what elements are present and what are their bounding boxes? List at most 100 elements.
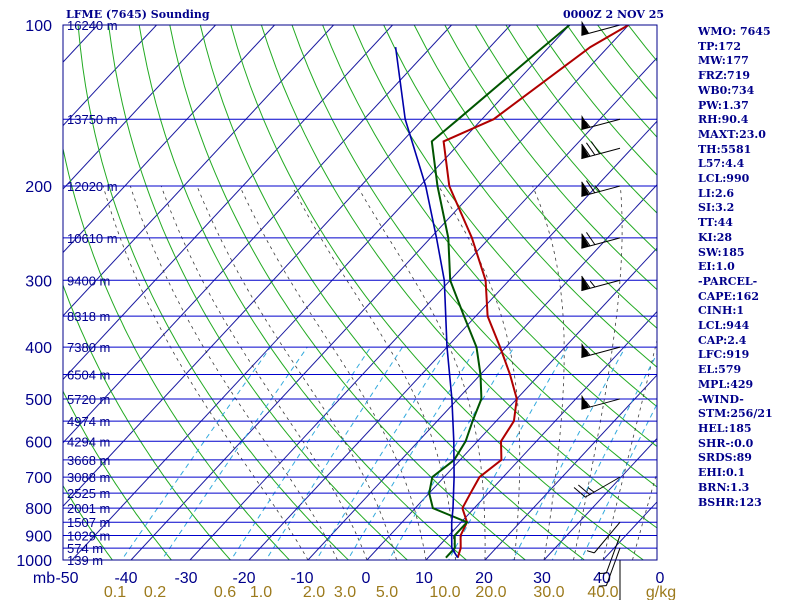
index-line: SRDS:89 — [698, 451, 752, 465]
temperature-tick-label: 10 — [415, 570, 433, 587]
temperature-tick-label: 30 — [533, 570, 551, 587]
dry-adiabat-line — [63, 390, 173, 560]
isotherm-line — [63, 25, 334, 317]
mixing-ratio-line — [265, 346, 403, 560]
mixing-ratio-label: 3.0 — [334, 584, 356, 600]
wind-barb-half — [598, 585, 607, 587]
dry-adiabat-line — [230, 25, 645, 560]
temperature-tick-label: -10 — [290, 570, 313, 587]
wind-barb-staff — [593, 521, 621, 554]
dry-adiabat-line — [0, 25, 1, 571]
wind-barb-tick — [581, 181, 591, 195]
height-label: 8318 m — [67, 309, 110, 324]
wind-barb-half — [584, 348, 591, 356]
pressure-tick-label: 300 — [25, 273, 52, 290]
height-label: 9400 m — [67, 273, 110, 288]
isotherm-line — [248, 120, 657, 560]
wind-barb-half — [584, 120, 591, 128]
wind-barb-flag — [581, 342, 590, 358]
moist-adiabat-line — [573, 186, 623, 560]
dry-adiabat-line — [322, 25, 657, 448]
index-line: EL:579 — [698, 363, 742, 377]
wind-barb-tick — [578, 484, 591, 496]
index-line: -PARCEL- — [698, 274, 758, 288]
index-line: TP:172 — [698, 39, 742, 53]
mixing-ratio-label: 2.0 — [303, 584, 325, 600]
wind-barb-tick — [586, 180, 596, 194]
mixing-ratio-line — [448, 346, 569, 560]
mixing-ratio-label: 40.0 — [587, 584, 618, 600]
index-line: CAP:2.4 — [698, 333, 747, 347]
dry-adiabat-line — [260, 25, 657, 529]
index-line: MW:177 — [698, 54, 749, 68]
height-label: 5720 m — [67, 392, 110, 407]
index-line: MAXT:23.0 — [698, 127, 766, 141]
wind-barb-flag — [581, 233, 590, 249]
mixing-ratio-line — [551, 352, 657, 560]
wind-barb-flag — [581, 276, 590, 291]
wind-barb — [581, 275, 621, 292]
dry-adiabat-line — [383, 25, 657, 368]
wind-barb-tick — [581, 275, 591, 289]
mixing-ratio-line — [315, 346, 449, 560]
wind-barb-staff — [581, 24, 621, 36]
temperature-tick-label: -30 — [174, 570, 197, 587]
wind-barb-staff — [581, 185, 621, 197]
index-line: LCL:990 — [698, 172, 750, 186]
temperature-tick-label: mb — [33, 570, 55, 587]
height-label: 1507 m — [67, 515, 110, 530]
index-line: FRZ:719 — [698, 69, 751, 83]
dry-adiabat-line — [199, 25, 586, 560]
dry-adiabat-line — [352, 25, 657, 408]
index-line: BRN:1.3 — [698, 480, 750, 494]
dry-adiabat-line — [138, 25, 468, 560]
index-line: STM:256/21 — [698, 407, 773, 421]
mixing-ratio-label: g/kg — [646, 584, 676, 600]
pressure-tick-label: 900 — [25, 529, 52, 546]
wind-barb — [581, 342, 621, 358]
index-line: BSHR:123 — [698, 495, 762, 509]
dry-adiabat-line — [169, 25, 527, 560]
isotherm-line — [63, 25, 275, 254]
mixing-ratio-label: 20.0 — [475, 584, 506, 600]
pressure-tick-label: 700 — [25, 470, 52, 487]
height-label: 574 m — [67, 541, 103, 556]
temperature-tick-label: 0 — [362, 570, 371, 587]
wind-barb — [581, 141, 621, 160]
index-line: KI:28 — [698, 230, 733, 244]
dry-adiabat-line — [291, 25, 657, 488]
wind-barb-staff — [585, 476, 621, 498]
moist-adiabat-line — [239, 185, 427, 560]
isotherm-line — [63, 25, 216, 190]
mixing-ratio-label: 30.0 — [533, 584, 564, 600]
moist-adiabat-line — [102, 185, 309, 560]
isotherm-line — [307, 183, 657, 560]
index-line: LCL:944 — [698, 319, 750, 333]
mixing-ratio-line — [161, 346, 308, 560]
wind-barb — [573, 476, 621, 498]
isotherm-line — [63, 25, 511, 507]
moist-adiabat-line — [196, 185, 397, 560]
dry-adiabat-line — [444, 25, 657, 291]
wind-barb — [581, 20, 621, 36]
wind-barb — [581, 180, 621, 197]
wind-barb-staff — [581, 147, 621, 160]
wind-barb-half — [587, 487, 595, 493]
valid-time: 0000Z 2 NOV 25 — [563, 8, 665, 21]
isotherm-line — [63, 25, 157, 127]
index-line: -WIND- — [698, 392, 744, 406]
dry-adiabat-line — [474, 25, 657, 252]
isotherm-line — [189, 57, 657, 560]
moist-adiabat-line — [130, 185, 338, 560]
isotherm-line — [130, 25, 629, 560]
height-label: 13750 m — [67, 112, 118, 127]
pressure-tick-label: 100 — [25, 18, 52, 35]
wind-barb-half — [586, 550, 595, 554]
pressure-tick-label: 500 — [25, 392, 52, 409]
pressure-tick-label: 800 — [25, 501, 52, 518]
height-label: 3088 m — [67, 470, 110, 485]
temperature-tick-label: 0 — [656, 570, 665, 587]
pressure-tick-label: 1000 — [16, 553, 52, 570]
parcel-trace — [394, 46, 459, 559]
pressure-tick-label: 200 — [25, 179, 52, 196]
